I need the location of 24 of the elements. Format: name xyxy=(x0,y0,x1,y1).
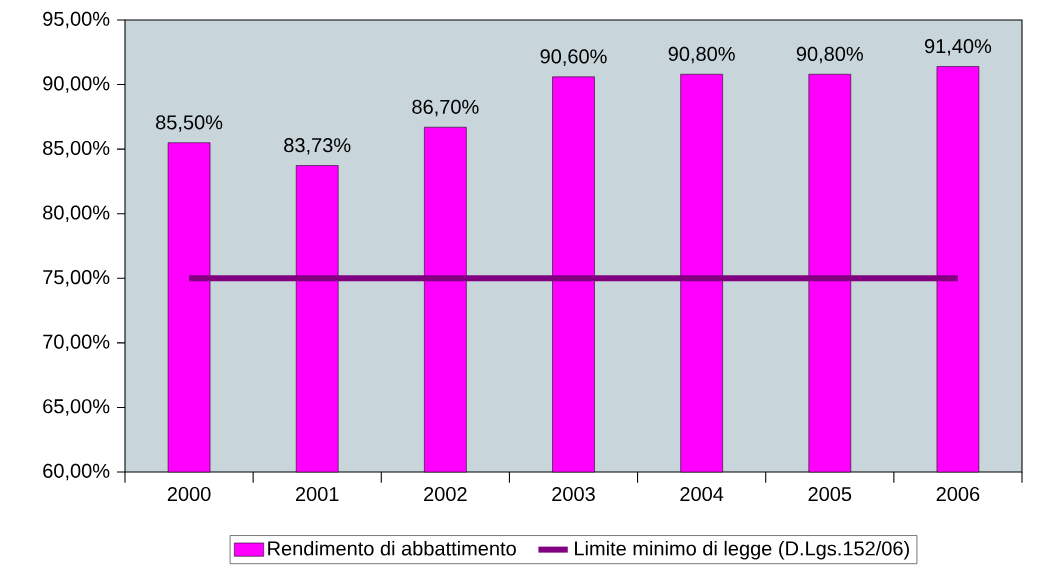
legend-label: Rendimento di abbattimento xyxy=(268,540,516,556)
x-tick-label: 2006 xyxy=(936,486,980,502)
legend-label: Limite minimo di legge (D.Lgs.152/06) xyxy=(575,540,909,560)
x-tick-label: 2003 xyxy=(552,486,595,502)
x-tick-label: 2001 xyxy=(295,486,339,502)
x-tick-label: 2005 xyxy=(808,486,852,502)
data-label: 90,60% xyxy=(540,49,607,66)
y-tick-label: 90,00% xyxy=(43,76,110,93)
y-tick-label: 70,00% xyxy=(43,334,110,352)
data-label: 90,80% xyxy=(668,46,735,64)
data-label: 91,40% xyxy=(924,39,992,56)
y-tick-label: 85,00% xyxy=(43,140,110,158)
y-tick-label: 75,00% xyxy=(43,270,110,287)
data-label: 85,50% xyxy=(156,115,223,132)
data-label: 90,80% xyxy=(796,46,863,64)
x-tick-label: 2002 xyxy=(424,486,467,502)
x-tick-label: 2000 xyxy=(167,486,211,502)
x-tick-label: 2004 xyxy=(680,486,724,502)
y-tick-label: 95,00% xyxy=(43,11,110,29)
data-label: 86,70% xyxy=(412,99,479,117)
y-tick-label: 60,00% xyxy=(43,463,110,481)
y-tick-label: 65,00% xyxy=(43,399,110,416)
y-tick-label: 80,00% xyxy=(43,205,110,222)
data-label: 83,73% xyxy=(284,138,351,155)
